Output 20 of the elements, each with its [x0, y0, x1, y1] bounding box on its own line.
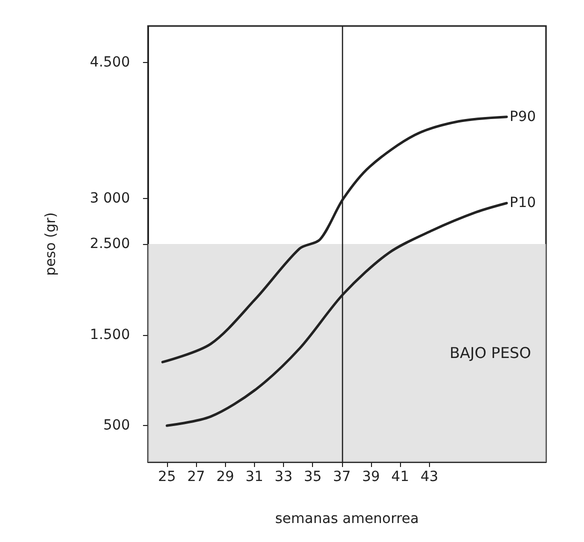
y-axis-title: peso (gr): [43, 212, 59, 276]
y-tick-label: 4.500: [90, 54, 130, 70]
y-tick-label: 500: [103, 418, 130, 434]
x-tick-label: 41: [391, 469, 410, 485]
y-tick-label: 1.500: [90, 326, 130, 343]
x-axis-title: semanas amenorrea: [275, 511, 419, 527]
x-tick-label: 31: [246, 469, 264, 485]
x-tick-label: 39: [362, 469, 380, 485]
x-tick-label: 35: [304, 469, 322, 485]
y-tick-label: 3 000: [90, 190, 130, 207]
series-label: P10: [510, 195, 536, 212]
band-label: BAJO PESO: [450, 344, 531, 362]
x-tick-label: 33: [274, 469, 292, 485]
x-tick-label: 43: [420, 469, 438, 485]
series-label: P90: [510, 108, 536, 125]
y-tick-label: 2.500: [90, 236, 130, 252]
x-tick-label: 27: [187, 469, 206, 485]
x-tick-label: 37: [332, 469, 351, 485]
x-tick-label: 29: [216, 469, 234, 485]
x-tick-label: 25: [158, 469, 176, 485]
